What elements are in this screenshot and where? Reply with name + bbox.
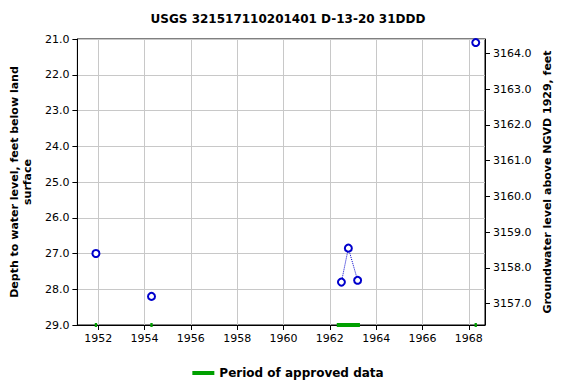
svg-text:1958: 1958 [223, 332, 251, 345]
svg-text:Depth to water level, feet bel: Depth to water level, feet below land [8, 66, 21, 298]
svg-text:1962: 1962 [316, 332, 344, 345]
svg-text:3164.0: 3164.0 [493, 47, 532, 60]
svg-text:25.0: 25.0 [45, 176, 70, 189]
svg-text:24.0: 24.0 [45, 140, 70, 153]
svg-text:1956: 1956 [177, 332, 205, 345]
svg-text:1952: 1952 [84, 332, 112, 345]
svg-text:3157.0: 3157.0 [493, 297, 532, 310]
svg-text:1954: 1954 [131, 332, 159, 345]
svg-text:23.0: 23.0 [45, 104, 70, 117]
svg-text:26.0: 26.0 [45, 211, 70, 224]
svg-text:3160.0: 3160.0 [493, 190, 532, 203]
svg-text:surface: surface [21, 159, 34, 205]
svg-text:Groundwater level above NGVD 1: Groundwater level above NGVD 1929, feet [541, 50, 554, 313]
svg-text:1960: 1960 [270, 332, 298, 345]
svg-text:3159.0: 3159.0 [493, 226, 532, 239]
svg-text:3161.0: 3161.0 [493, 154, 532, 167]
svg-text:27.0: 27.0 [45, 247, 70, 260]
svg-text:21.0: 21.0 [45, 33, 70, 46]
svg-text:22.0: 22.0 [45, 68, 70, 81]
svg-text:Period of approved data: Period of approved data [219, 366, 383, 380]
svg-text:3158.0: 3158.0 [493, 261, 532, 274]
svg-text:USGS 321517110201401 D-13-20 3: USGS 321517110201401 D-13-20 31DDD [151, 12, 426, 26]
svg-text:3163.0: 3163.0 [493, 83, 532, 96]
svg-text:28.0: 28.0 [45, 283, 70, 296]
svg-text:1964: 1964 [362, 332, 390, 345]
svg-text:1966: 1966 [408, 332, 436, 345]
svg-text:1968: 1968 [455, 332, 483, 345]
svg-text:3162.0: 3162.0 [493, 118, 532, 131]
svg-text:29.0: 29.0 [45, 319, 70, 332]
